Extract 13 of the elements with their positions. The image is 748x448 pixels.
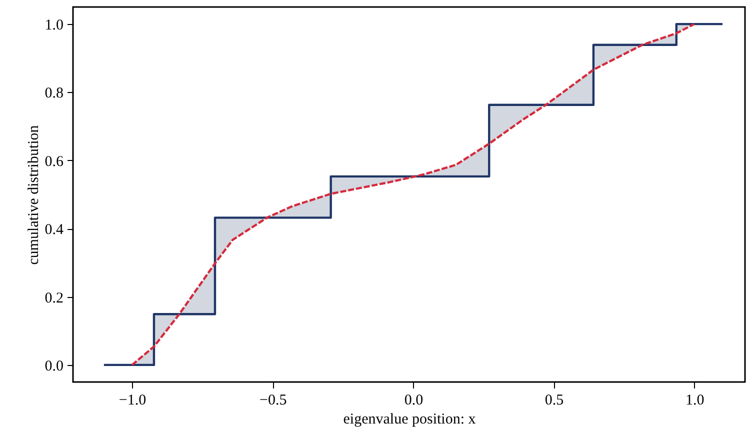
x-axis-title: eigenvalue position: x: [343, 412, 476, 428]
y-tick-label: 0.6: [44, 154, 64, 170]
y-tick-label: 1.0: [44, 18, 64, 34]
x-tick-label: 0.5: [544, 392, 564, 408]
y-tick-label: 0.2: [44, 290, 64, 306]
y-tick-label: 0.8: [44, 86, 64, 102]
x-tick-label: 0.0: [404, 392, 424, 408]
x-tick-label: −0.5: [260, 392, 287, 408]
y-tick-label: 0.4: [44, 222, 64, 238]
y-tick-label: 0.0: [44, 358, 64, 374]
x-tick-label: 1.0: [686, 392, 704, 408]
x-tick-label: −1.0: [118, 392, 146, 408]
y-axis-title: cumulative distribution: [26, 124, 42, 265]
